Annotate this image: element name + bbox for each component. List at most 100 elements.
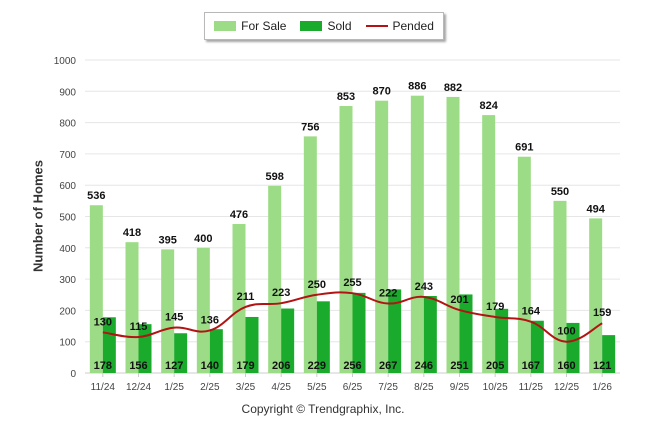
pended-value-label: 243 (415, 281, 433, 293)
x-axis-ticks: 11/24 12/24 1/25 2/25 3/25 4/25 5/25 6/25 7/25 8/… (91, 373, 612, 393)
pended-value-label: 100 (557, 326, 575, 338)
for-sale-value-label: 882 (444, 82, 462, 94)
x-tick-label: 7/25 (378, 382, 398, 393)
legend: For Sale Sold Pended (204, 12, 444, 40)
pended-value-label: 201 (450, 294, 468, 306)
y-tick-label: 800 (59, 119, 76, 130)
copyright-text: Copyright © Trendgraphix, Inc. (241, 402, 405, 416)
sold-bar (352, 292, 366, 373)
for-sale-bar (446, 96, 460, 374)
pended-value-label: 223 (272, 287, 290, 299)
pended-line-path (102, 291, 603, 343)
for-sale-bar (125, 242, 139, 373)
y-axis-title: Number of Homes (30, 160, 46, 272)
pended-value-label: 136 (201, 314, 219, 326)
x-tick-label: 11/24 (91, 382, 116, 393)
sold-bar (388, 289, 402, 373)
sold-value-label: 229 (308, 360, 326, 372)
legend-label-sold: Sold (327, 19, 352, 33)
pended-value-label: 250 (308, 279, 326, 291)
y-tick-label: 600 (59, 181, 76, 192)
for-sale-value-label: 870 (372, 86, 390, 98)
for-sale-bar (589, 218, 603, 373)
x-tick-label: 8/25 (414, 382, 434, 393)
for-sale-bar (89, 205, 103, 373)
for-sale-bar (517, 156, 531, 373)
for-sale-bar (410, 95, 424, 373)
sold-value-label: 251 (450, 360, 468, 372)
data-labels: 536 178 418 156 395 127 400 140 476 179 598 206 756 2… (87, 81, 611, 372)
for-sale-value-label: 691 (515, 142, 533, 154)
y-axis-ticks: 0 100 200 300 400 500 600 700 800 900 1000 (54, 56, 77, 380)
for-sale-value-label: 886 (408, 81, 426, 93)
legend-item-sold[interactable]: Sold (300, 19, 352, 33)
sold-value-label: 267 (379, 360, 397, 372)
y-tick-label: 200 (59, 306, 76, 317)
sold-value-label: 256 (343, 360, 361, 372)
for-sale-swatch (214, 21, 237, 31)
legend-label-pended: Pended (392, 19, 434, 33)
y-tick-label: 400 (59, 244, 76, 255)
bars (89, 95, 616, 374)
sold-value-label: 160 (557, 360, 575, 372)
sold-value-label: 167 (522, 360, 540, 372)
y-tick-label: 100 (59, 338, 76, 349)
for-sale-bar (232, 224, 246, 373)
sold-bar (174, 333, 188, 373)
for-sale-value-label: 598 (265, 171, 283, 183)
sold-value-label: 121 (593, 360, 611, 372)
x-tick-label: 9/25 (450, 382, 470, 393)
for-sale-bar (375, 100, 389, 373)
for-sale-bar (339, 106, 353, 374)
x-tick-label: 10/25 (483, 382, 508, 393)
sold-bar (316, 301, 330, 373)
for-sale-bar (482, 115, 496, 373)
sold-value-label: 206 (272, 360, 290, 372)
sold-value-label: 179 (236, 360, 254, 372)
for-sale-value-label: 824 (479, 100, 498, 112)
sold-bar (495, 308, 509, 373)
for-sale-bar (196, 247, 210, 373)
x-tick-label: 2/25 (200, 382, 220, 393)
sold-bar (566, 322, 580, 373)
x-tick-label: 11/25 (519, 382, 544, 393)
x-tick-label: 6/25 (343, 382, 363, 393)
y-tick-label: 300 (59, 275, 76, 286)
sold-value-label: 140 (201, 360, 219, 372)
legend-item-pended[interactable]: Pended (365, 19, 434, 33)
for-sale-bar (161, 249, 175, 373)
for-sale-value-label: 536 (87, 190, 105, 202)
pended-value-label: 222 (379, 288, 397, 300)
for-sale-value-label: 476 (230, 209, 248, 221)
sold-value-label: 205 (486, 360, 504, 372)
x-tick-label: 12/25 (554, 382, 579, 393)
sold-value-label: 246 (415, 360, 433, 372)
y-tick-label: 500 (59, 213, 76, 224)
pended-value-label: 159 (593, 307, 611, 319)
x-tick-label: 3/25 (236, 382, 256, 393)
sold-bar (602, 335, 616, 373)
pended-value-label: 115 (130, 321, 148, 333)
for-sale-bar (268, 185, 282, 373)
for-sale-value-label: 853 (337, 91, 355, 103)
sold-bar (530, 320, 544, 373)
sold-bar (459, 294, 473, 373)
for-sale-value-label: 756 (301, 121, 319, 133)
sold-value-label: 178 (94, 360, 112, 372)
sold-swatch (300, 21, 323, 31)
pended-value-label: 164 (522, 306, 541, 318)
for-sale-value-label: 494 (586, 203, 605, 215)
y-tick-label: 1000 (54, 56, 77, 67)
pended-value-label: 255 (343, 277, 361, 289)
x-tick-label: 12/24 (126, 382, 151, 393)
sold-value-label: 156 (129, 360, 147, 372)
legend-item-for-sale[interactable]: For Sale (214, 19, 286, 33)
pended-value-label: 130 (94, 316, 112, 328)
pended-line (102, 291, 603, 343)
pended-swatch (365, 25, 388, 27)
for-sale-value-label: 550 (551, 186, 569, 198)
for-sale-value-label: 418 (123, 227, 141, 239)
sold-bar (281, 308, 295, 373)
x-tick-label: 1/25 (164, 382, 184, 393)
sold-bar (209, 329, 223, 373)
